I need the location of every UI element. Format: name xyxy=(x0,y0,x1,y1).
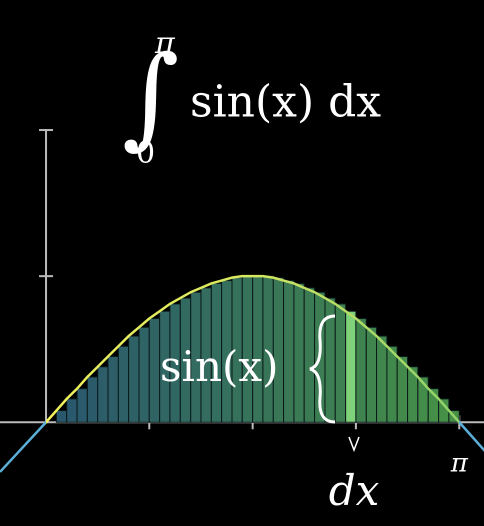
bar xyxy=(283,280,295,423)
x-tick-label: π xyxy=(450,448,469,478)
bar xyxy=(376,335,388,423)
bar xyxy=(107,356,119,423)
integrand: sin(x) dx xyxy=(190,77,381,128)
bar xyxy=(55,410,68,423)
bar xyxy=(365,326,378,423)
width-label: dx xyxy=(329,466,380,515)
bar xyxy=(97,366,109,423)
bar xyxy=(355,318,367,423)
bar xyxy=(386,345,398,423)
bar xyxy=(345,310,357,423)
bar xyxy=(138,326,150,423)
bar xyxy=(86,376,99,423)
bar xyxy=(117,345,130,423)
brace xyxy=(309,314,336,424)
bar xyxy=(66,398,78,423)
bar xyxy=(148,318,161,423)
curve xyxy=(0,274,484,473)
bar xyxy=(293,282,305,423)
bar xyxy=(128,335,140,423)
arrow xyxy=(348,436,360,453)
bar xyxy=(334,303,347,423)
bar-label: sin(x) xyxy=(160,342,279,391)
bar xyxy=(303,287,316,423)
bar xyxy=(76,388,88,423)
integral-sign: ∫ xyxy=(122,32,179,160)
lower-limit: 0 xyxy=(136,136,155,171)
upper-limit: π xyxy=(154,26,176,61)
